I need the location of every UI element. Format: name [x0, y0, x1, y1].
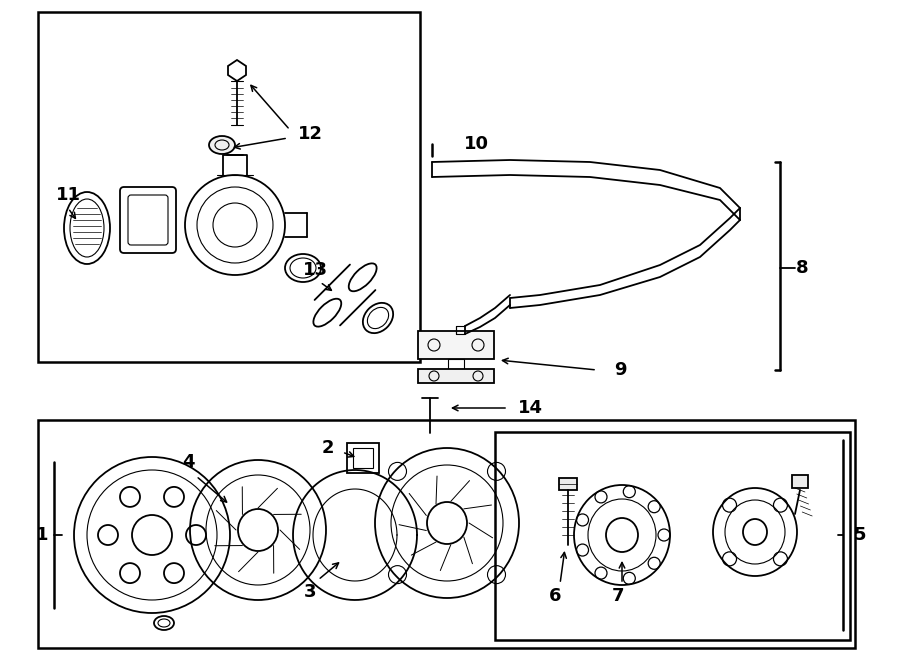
Text: 12: 12 — [298, 125, 322, 143]
Text: 5: 5 — [854, 526, 866, 544]
Text: 1: 1 — [36, 526, 49, 544]
Bar — [792, 475, 808, 488]
Bar — [495, 432, 850, 640]
Bar — [418, 369, 494, 383]
Text: 4: 4 — [182, 453, 194, 471]
Text: 3: 3 — [304, 583, 316, 601]
Text: 13: 13 — [302, 261, 328, 279]
Polygon shape — [228, 60, 246, 81]
Ellipse shape — [209, 136, 235, 154]
Text: 10: 10 — [464, 135, 489, 153]
Text: 2: 2 — [322, 439, 334, 457]
Text: 14: 14 — [518, 399, 543, 417]
Bar — [347, 443, 379, 473]
Bar — [353, 448, 373, 468]
Bar — [38, 12, 420, 362]
Text: 8: 8 — [796, 259, 808, 277]
Bar — [448, 359, 464, 369]
Bar — [38, 420, 855, 648]
Text: 7: 7 — [612, 587, 625, 605]
Text: 11: 11 — [56, 186, 80, 204]
Bar — [418, 331, 494, 359]
Bar — [559, 478, 577, 490]
Text: 9: 9 — [614, 361, 626, 379]
Text: 6: 6 — [549, 587, 562, 605]
